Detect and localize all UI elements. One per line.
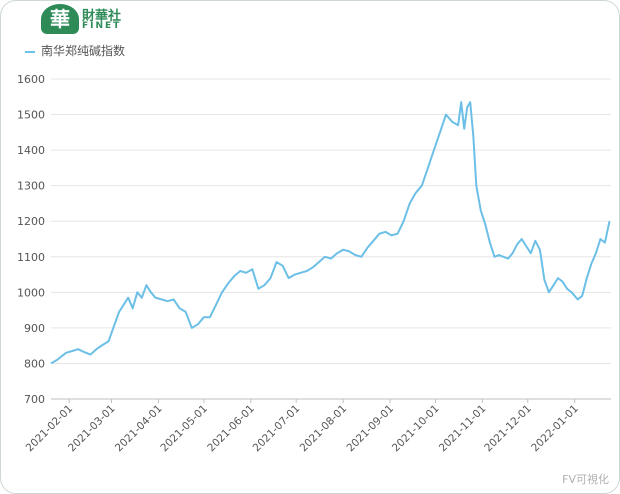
x-tick-label: 2021-08-01 — [298, 403, 350, 455]
watermark: FV可視化 — [562, 473, 609, 486]
y-axis-ticks: 700 800 900 1000 1100 1200 1300 1400 1500 1600 — [17, 73, 45, 406]
x-tick-label: 2022-01-01 — [529, 403, 581, 455]
x-tick-label: 2021-10-01 — [390, 403, 442, 455]
finet-logo: 華 財華社 FINET — [41, 4, 141, 34]
logo-text-cn: 財華社 — [82, 9, 122, 24]
x-tick-label: 2021-07-01 — [251, 403, 303, 455]
series-layer — [50, 101, 611, 365]
logo-text-en: FINET — [82, 21, 122, 31]
y-tick-label: 1300 — [17, 180, 45, 193]
x-tick-label: 2021-12-01 — [482, 403, 534, 455]
grid-lines — [51, 78, 611, 400]
y-tick-label: 1100 — [17, 251, 45, 264]
x-tick-label: 2021-09-01 — [345, 403, 397, 455]
series-line — [50, 101, 611, 365]
y-tick-label: 1200 — [17, 215, 45, 228]
y-tick-label: 900 — [24, 322, 45, 335]
y-tick-label: 1000 — [17, 286, 45, 299]
legend-swatch — [25, 50, 35, 53]
y-tick-label: 1400 — [17, 144, 45, 157]
logo-mark: 華 — [41, 4, 79, 34]
x-axis-ticks: 2021-02-012021-03-012021-04-012021-05-01… — [24, 399, 581, 454]
x-tick-label: 2021-11-01 — [437, 403, 489, 455]
x-tick-label: 2021-06-01 — [205, 403, 257, 455]
y-tick-label: 700 — [24, 393, 45, 406]
y-tick-label: 1500 — [17, 109, 45, 122]
legend-label: 南华郑纯碱指数 — [41, 44, 126, 58]
x-tick-label: 2021-04-01 — [113, 403, 165, 455]
legend: 南华郑纯碱指数 — [25, 42, 125, 59]
x-tick-label: 2021-05-01 — [158, 403, 210, 455]
y-tick-label: 1600 — [17, 73, 45, 86]
y-tick-label: 800 — [24, 357, 45, 370]
